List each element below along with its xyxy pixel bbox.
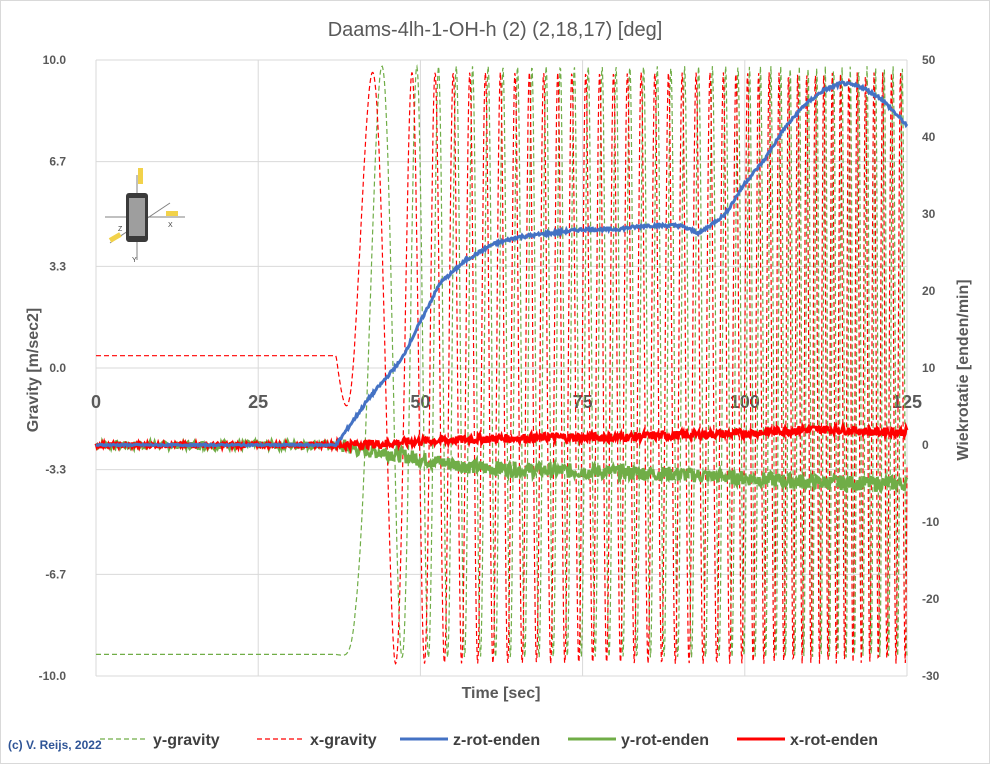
- y-left-tick-label: -6.7: [45, 567, 66, 581]
- rotation-curves: [94, 80, 909, 494]
- legend-label-y-rot-enden: y-rot-enden: [621, 732, 709, 749]
- phone-axes-icon: Z X Y: [105, 168, 185, 264]
- inset-label-z: Z: [118, 226, 123, 233]
- y-left-tick-label: 3.3: [49, 259, 66, 273]
- y-left-tick-label: 0.0: [49, 361, 66, 375]
- y-right-tick-label: -30: [922, 669, 940, 683]
- y-left-tick-label: 10.0: [43, 53, 67, 67]
- legend-label-y-gravity: y-gravity: [153, 732, 220, 749]
- gravity-curves: [96, 64, 908, 665]
- y-right-tick-label: 40: [922, 130, 936, 144]
- legend-label-x-gravity: x-gravity: [310, 732, 377, 749]
- y-right-tick-label: 30: [922, 207, 936, 221]
- y-right-tick-label: 20: [922, 284, 936, 298]
- y-left-tick-label: 6.7: [49, 155, 66, 169]
- x-axis-label: Time [sec]: [462, 685, 541, 702]
- x-tick-label: 125: [892, 392, 922, 412]
- x-tick-label: 50: [410, 392, 430, 412]
- y-left-tick-label: -3.3: [45, 463, 66, 477]
- y-right-tick-label: -10: [922, 515, 940, 529]
- y-right-tick-labels: 50 40 30 20 10 0 -10 -20 -30: [922, 53, 940, 683]
- chart-title: Daams-4lh-1-OH-h (2) (2,18,17) [deg]: [328, 19, 663, 41]
- y-right-tick-label: 0: [922, 438, 929, 452]
- inset-label-x: X: [168, 222, 173, 229]
- legend-label-x-rot-enden: x-rot-enden: [790, 732, 878, 749]
- y-right-tick-label: 50: [922, 53, 936, 67]
- series-z-rot-enden: [95, 80, 909, 449]
- legend-label-z-rot-enden: z-rot-enden: [453, 732, 540, 749]
- credit: (c) V. Reijs, 2022: [8, 738, 102, 752]
- y-left-tick-labels: 10.0 6.7 3.3 0.0 -3.3 -6.7 -10.0: [39, 53, 67, 683]
- legend: y-gravity x-gravity z-rot-enden y-rot-en…: [100, 732, 878, 749]
- y-left-axis-label: Gravity [m/sec2]: [25, 308, 42, 433]
- y-left-tick-label: -10.0: [39, 669, 67, 683]
- y-right-tick-label: -20: [922, 592, 940, 606]
- x-tick-label: 25: [248, 392, 268, 412]
- inset-label-y: Y: [132, 257, 137, 264]
- y-right-tick-label: 10: [922, 361, 936, 375]
- y-right-axis-label: Wiekrotatie [enden/min]: [955, 279, 972, 460]
- x-tick-label: 0: [91, 392, 101, 412]
